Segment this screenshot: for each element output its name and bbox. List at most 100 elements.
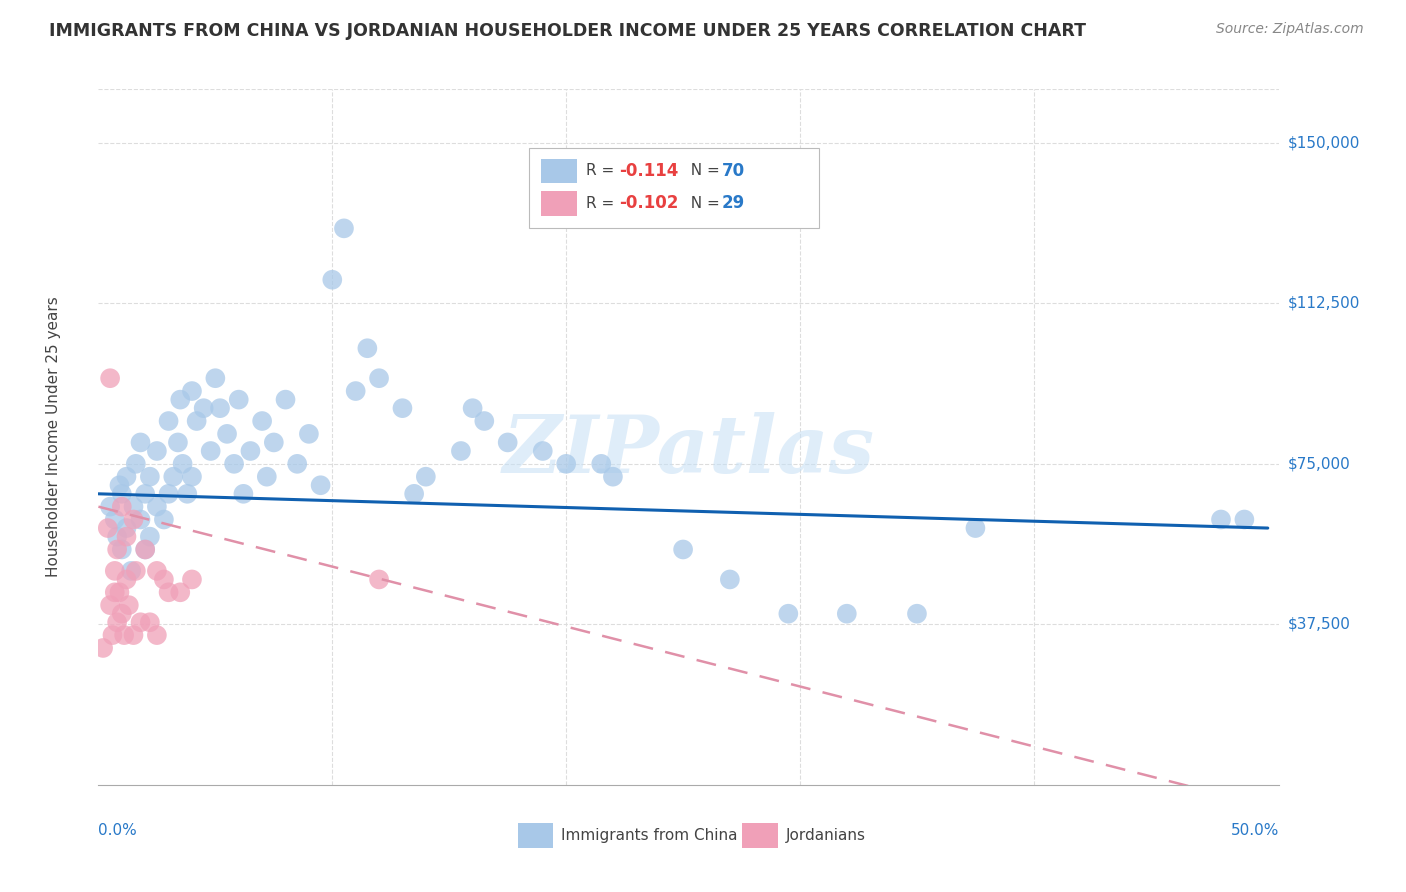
Point	[204, 371, 226, 385]
Point	[176, 487, 198, 501]
Text: Householder Income Under 25 years: Householder Income Under 25 years	[46, 297, 60, 577]
Point	[415, 469, 437, 483]
Point	[181, 573, 204, 587]
Point	[391, 401, 413, 416]
Text: Immigrants from China: Immigrants from China	[561, 829, 738, 843]
Point	[104, 564, 127, 578]
Point	[146, 500, 169, 514]
Point	[134, 487, 156, 501]
Point	[461, 401, 484, 416]
Point	[591, 457, 613, 471]
Point	[129, 615, 152, 630]
Point	[139, 530, 162, 544]
Text: $75,000: $75,000	[1288, 457, 1351, 471]
Point	[115, 521, 138, 535]
Point	[555, 457, 578, 471]
Point	[309, 478, 332, 492]
Point	[112, 628, 135, 642]
Point	[115, 530, 138, 544]
Point	[222, 457, 245, 471]
Point	[1233, 512, 1256, 526]
Point	[285, 457, 308, 471]
Point	[108, 585, 131, 599]
Point	[129, 435, 152, 450]
Point	[186, 414, 208, 428]
Point	[120, 564, 142, 578]
Point	[104, 585, 127, 599]
Point	[531, 444, 554, 458]
Point	[181, 384, 204, 398]
Point	[965, 521, 987, 535]
Point	[98, 598, 121, 612]
Point	[157, 585, 180, 599]
Point	[321, 273, 343, 287]
Point	[139, 469, 162, 483]
Bar	[742, 823, 778, 847]
Point	[193, 401, 215, 416]
Text: 0.0%: 0.0%	[98, 823, 138, 838]
Text: 70: 70	[723, 161, 745, 179]
Point	[356, 341, 378, 355]
Point	[250, 414, 273, 428]
Bar	[517, 823, 553, 847]
Text: 50.0%: 50.0%	[1232, 823, 1279, 838]
Point	[215, 426, 238, 441]
Point	[200, 444, 222, 458]
Point	[122, 512, 145, 526]
Bar	[541, 192, 576, 216]
Text: N =: N =	[681, 163, 724, 178]
Point	[97, 521, 120, 535]
Point	[111, 500, 134, 514]
Point	[153, 573, 176, 587]
Bar	[530, 148, 818, 228]
Point	[172, 457, 194, 471]
Point	[496, 435, 519, 450]
Text: $37,500: $37,500	[1288, 617, 1351, 632]
Point	[162, 469, 184, 483]
Point	[105, 530, 128, 544]
Text: ZIPatlas: ZIPatlas	[503, 412, 875, 490]
Point	[169, 585, 191, 599]
Bar	[541, 159, 576, 183]
Point	[835, 607, 858, 621]
Text: IMMIGRANTS FROM CHINA VS JORDANIAN HOUSEHOLDER INCOME UNDER 25 YEARS CORRELATION: IMMIGRANTS FROM CHINA VS JORDANIAN HOUSE…	[49, 22, 1087, 40]
Point	[404, 487, 426, 501]
Point	[146, 564, 169, 578]
Point	[111, 607, 134, 621]
Point	[333, 221, 356, 235]
Point	[118, 598, 141, 612]
Point	[472, 414, 495, 428]
Point	[778, 607, 800, 621]
Point	[125, 564, 148, 578]
Point	[101, 628, 124, 642]
Point	[146, 628, 169, 642]
Point	[122, 628, 145, 642]
Point	[450, 444, 472, 458]
Point	[111, 487, 134, 501]
Point	[134, 542, 156, 557]
Point	[718, 573, 741, 587]
Text: Source: ZipAtlas.com: Source: ZipAtlas.com	[1216, 22, 1364, 37]
Point	[228, 392, 250, 407]
Text: R =: R =	[586, 163, 619, 178]
Point	[232, 487, 254, 501]
Text: N =: N =	[681, 196, 724, 211]
Point	[169, 392, 191, 407]
Point	[111, 542, 134, 557]
Point	[129, 512, 152, 526]
Text: -0.102: -0.102	[619, 194, 679, 212]
Point	[344, 384, 367, 398]
Point	[98, 371, 121, 385]
Point	[167, 435, 190, 450]
Point	[115, 573, 138, 587]
Point	[139, 615, 162, 630]
Point	[208, 401, 231, 416]
Point	[256, 469, 278, 483]
Point	[105, 542, 128, 557]
Point	[263, 435, 285, 450]
Point	[274, 392, 297, 407]
Point	[104, 512, 127, 526]
Point	[91, 640, 114, 655]
Point	[115, 469, 138, 483]
Point	[602, 469, 624, 483]
